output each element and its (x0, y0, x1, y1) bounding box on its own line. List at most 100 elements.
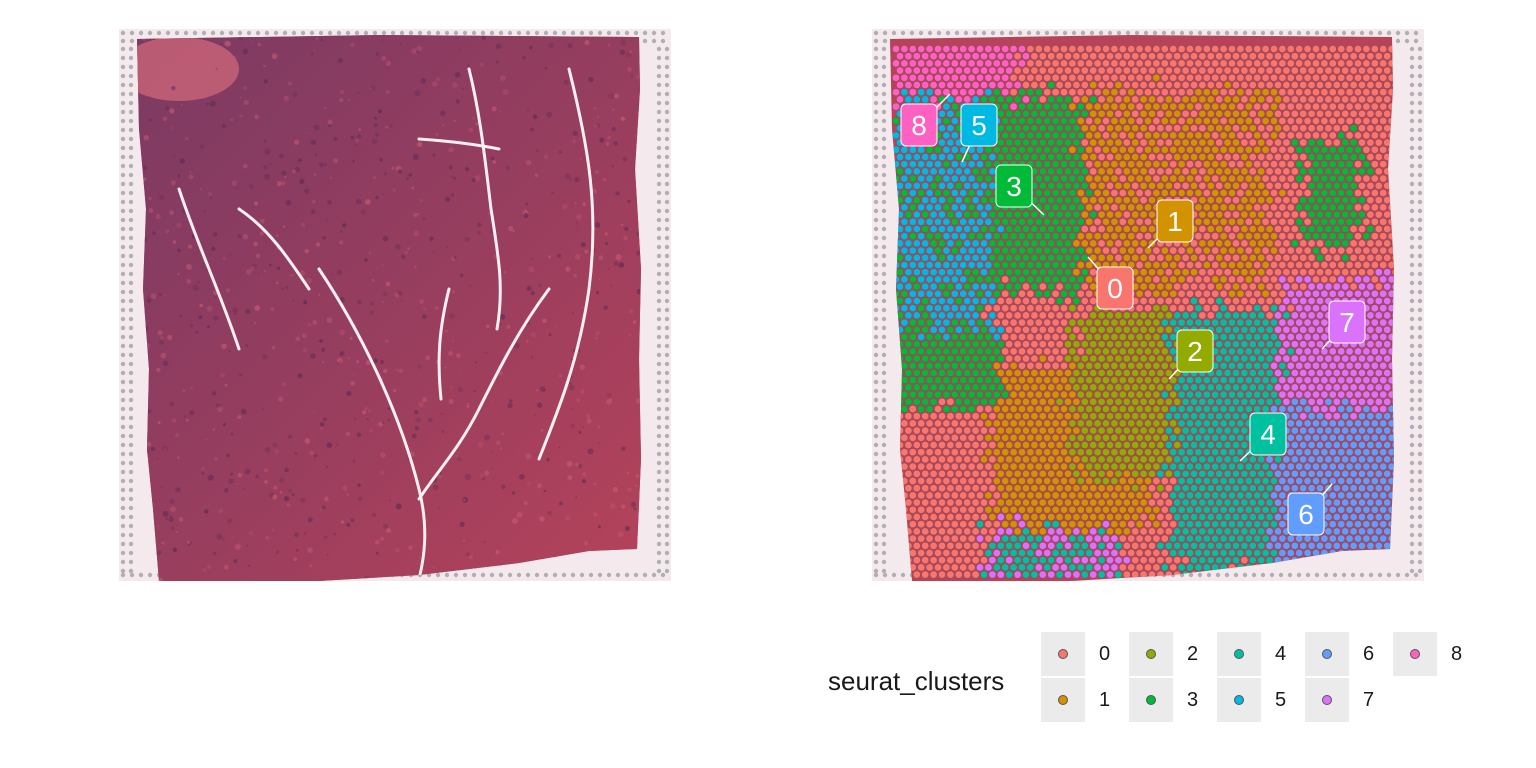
spot-cluster-2 (1097, 326, 1106, 334)
spot-cluster-1 (1144, 146, 1152, 154)
spot-cluster-0 (1194, 174, 1203, 183)
spot-cluster-8 (942, 59, 951, 68)
spot-cluster-8 (925, 45, 934, 53)
spot-cluster-3 (1337, 232, 1345, 240)
spot-cluster-7 (1371, 318, 1379, 327)
spot-cluster-0 (1194, 232, 1203, 240)
spot-cluster-0 (1333, 268, 1341, 276)
spot-cluster-5 (938, 297, 946, 305)
spot-cluster-2 (1093, 347, 1102, 356)
spot-cluster-0 (951, 563, 959, 572)
spot-cluster-0 (1261, 74, 1270, 82)
spot-cluster-0 (1240, 297, 1249, 305)
spot-cluster-1 (1203, 146, 1211, 154)
spot-cluster-2 (1114, 412, 1123, 420)
spot-cluster-0 (1295, 88, 1303, 96)
spot-cluster-3 (1089, 95, 1097, 104)
spot-cluster-6 (1329, 477, 1337, 485)
spot-cluster-3 (1055, 254, 1064, 262)
spot-cluster-4 (1173, 498, 1181, 507)
spot-cluster-0 (1366, 153, 1375, 161)
spot-cluster-0 (1135, 74, 1144, 82)
spot-cluster-4 (1219, 534, 1228, 543)
spot-cluster-0 (929, 470, 938, 478)
spot-cluster-2 (1152, 434, 1161, 442)
spot-cluster-3 (1060, 246, 1068, 255)
spot-cluster-6 (1375, 498, 1383, 507)
spot-cluster-1 (1127, 491, 1135, 500)
spot-cluster-0 (1119, 74, 1127, 82)
spot-cluster-7 (1324, 383, 1333, 392)
spot-cluster-8 (976, 88, 984, 96)
spot-cluster-0 (1265, 138, 1274, 147)
spot-cluster-4 (1198, 498, 1207, 507)
spot-cluster-1 (984, 434, 993, 442)
spot-cluster-1 (1127, 477, 1135, 485)
spot-cluster-3 (1072, 138, 1081, 147)
spot-cluster-0 (1181, 167, 1190, 176)
spot-cluster-5 (946, 225, 955, 233)
spot-cluster-0 (1039, 311, 1047, 320)
spot-cluster-0 (934, 434, 942, 442)
spot-cluster-8 (938, 81, 946, 89)
spot-cluster-1 (1005, 470, 1013, 478)
spot-cluster-3 (1035, 232, 1043, 240)
spot-cluster-3 (942, 290, 951, 298)
spot-cluster-1 (1039, 369, 1047, 377)
spot-cluster-1 (1161, 246, 1169, 255)
spot-cluster-3 (988, 383, 997, 392)
spot-cluster-4 (1236, 333, 1245, 341)
spot-cluster-0 (900, 434, 909, 442)
spot-cluster-0 (1337, 45, 1345, 53)
spot-cluster-1 (1207, 138, 1215, 147)
spot-cluster-0 (1253, 45, 1261, 53)
spot-cluster-3 (1005, 254, 1013, 262)
spot-cluster-6 (1375, 441, 1383, 449)
spot-cluster-0 (1152, 45, 1161, 53)
spot-cluster-1 (1001, 448, 1009, 456)
spot-cluster-4 (1215, 498, 1223, 507)
spot-cluster-0 (1169, 160, 1177, 168)
spot-cluster-0 (967, 419, 976, 428)
spot-cluster-7 (1093, 534, 1102, 543)
spot-cluster-0 (963, 412, 971, 420)
spot-cluster-1 (1228, 290, 1236, 298)
spot-cluster-1 (1207, 167, 1215, 176)
spot-cluster-4 (1253, 304, 1261, 312)
spot-cluster-0 (1211, 261, 1219, 269)
he-tissue-image (119, 29, 671, 581)
spot-cluster-1 (1001, 434, 1009, 442)
spot-cluster-0 (959, 419, 967, 428)
spot-cluster-1 (1253, 232, 1261, 240)
spot-cluster-0 (988, 484, 997, 492)
spot-cluster-0 (1177, 304, 1186, 312)
legend-key-6 (1305, 632, 1349, 676)
spot-cluster-0 (1102, 74, 1110, 82)
spot-cluster-1 (1127, 117, 1135, 125)
spot-cluster-0 (1354, 74, 1362, 82)
spot-cluster-3 (938, 383, 946, 392)
spot-cluster-0 (955, 412, 963, 420)
spot-cluster-0 (988, 441, 997, 449)
spot-cluster-0 (1291, 95, 1299, 104)
spot-cluster-0 (934, 477, 942, 485)
spot-cluster-3 (1068, 246, 1077, 255)
spot-cluster-0 (1307, 110, 1316, 118)
spot-cluster-2 (1093, 419, 1102, 428)
spot-cluster-6 (1316, 441, 1324, 449)
spot-cluster-1 (1203, 102, 1211, 111)
spot-cluster-1 (1106, 196, 1114, 204)
spot-cluster-2 (1106, 412, 1114, 420)
spot-cluster-3 (1026, 88, 1035, 96)
spot-cluster-0 (1354, 131, 1362, 140)
spot-cluster-7 (1371, 390, 1379, 399)
spot-cluster-0 (1144, 88, 1152, 96)
spot-cluster-6 (1265, 455, 1274, 464)
spot-cluster-0 (1371, 117, 1379, 125)
spot-cluster-0 (938, 542, 946, 550)
spot-cluster-4 (1257, 498, 1265, 507)
spot-cluster-4 (1240, 426, 1249, 435)
spot-cluster-3 (955, 398, 963, 406)
spot-cluster-0 (980, 542, 988, 550)
spot-cluster-0 (1349, 66, 1358, 75)
